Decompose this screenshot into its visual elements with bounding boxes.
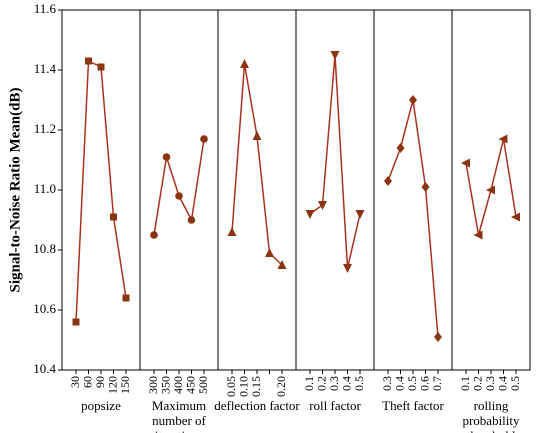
data-point [122, 294, 130, 302]
y-tick-label: 10.4 [33, 361, 56, 376]
series-line [153, 138, 205, 236]
data-point [486, 185, 495, 195]
y-tick-label: 10.8 [33, 241, 56, 256]
data-point [97, 63, 105, 71]
data-point [162, 153, 171, 161]
data-point [72, 318, 80, 326]
x-tick-label: 0.15 [249, 376, 263, 397]
x-tick-label: 0.4 [495, 376, 509, 391]
y-tick-label: 11.0 [34, 181, 56, 196]
x-tick-label: 0.20 [274, 376, 288, 397]
panel-frame [139, 9, 219, 371]
x-tick-label: 0.4 [339, 376, 353, 391]
y-tick-label: 10.6 [33, 301, 56, 316]
data-point [252, 131, 262, 140]
x-tick-label: 0.1 [458, 376, 472, 391]
data-point [330, 51, 340, 60]
x-tick-label: 0.4 [392, 376, 406, 391]
data-point [318, 201, 327, 210]
x-tick-label: 0.3 [483, 376, 497, 391]
data-point [150, 231, 158, 239]
y-tick-label: 11.6 [34, 1, 57, 16]
x-tick-label: 350 [158, 376, 172, 394]
x-tick-label: 500 [196, 376, 210, 394]
x-tick-label: 0.3 [327, 376, 341, 391]
y-tick-label: 11.2 [34, 121, 56, 136]
x-tick-label: 0.1 [302, 376, 316, 391]
data-point [200, 135, 208, 143]
data-point [343, 264, 352, 273]
x-tick-label: 300 [146, 376, 160, 394]
x-tick-label: 150 [118, 376, 132, 394]
data-point [227, 227, 237, 236]
x-axis-label: deflection factor [214, 398, 300, 413]
data-point [110, 213, 117, 221]
data-point [396, 143, 405, 153]
panel-frame [217, 9, 297, 371]
data-point [461, 158, 470, 168]
data-point [473, 230, 483, 240]
x-tick-label: 400 [171, 376, 185, 394]
y-axis-label: Signal-to-Noise Ratio Mean(dB) [7, 88, 23, 293]
y-tick-label: 11.4 [34, 61, 57, 76]
data-point [305, 210, 315, 219]
data-point [384, 176, 392, 186]
data-point [187, 216, 196, 224]
x-tick-label: 0.2 [470, 376, 484, 391]
data-point [355, 210, 365, 219]
series-line [231, 63, 283, 266]
x-tick-label: 0.5 [405, 376, 419, 391]
x-axis-label: Theft factor [382, 398, 444, 413]
x-tick-label: 0.6 [417, 376, 431, 391]
x-tick-label: 60 [80, 376, 94, 388]
x-tick-label: 0.2 [314, 376, 328, 391]
x-tick-label: 0.10 [236, 376, 250, 397]
panel-frame [373, 9, 453, 371]
data-point [85, 57, 92, 65]
x-tick-label: 0.5 [352, 376, 366, 391]
x-tick-label: 120 [105, 376, 119, 394]
data-point [175, 192, 183, 200]
data-point [434, 332, 442, 342]
x-tick-label: 90 [93, 376, 107, 388]
x-axis-label: rolling probability threshold [462, 398, 520, 433]
data-point [240, 59, 249, 68]
data-point [265, 248, 274, 257]
series-line [465, 138, 517, 236]
data-point [409, 95, 417, 105]
series-line [309, 54, 361, 269]
x-tick-label: 0.7 [430, 376, 444, 391]
x-axis-label: Maximum number of iterations [151, 398, 207, 433]
x-axis-label: roll factor [309, 398, 361, 413]
data-point [498, 134, 508, 144]
x-axis-label: popsize [81, 398, 121, 413]
x-tick-label: 0.05 [224, 376, 238, 397]
x-tick-label: 0.5 [508, 376, 522, 391]
data-point [511, 212, 520, 222]
x-tick-label: 0.3 [380, 376, 394, 391]
series-line [75, 59, 127, 323]
x-tick-label: 30 [68, 376, 82, 388]
data-point [277, 260, 287, 269]
x-tick-label: 450 [183, 376, 197, 394]
data-point [421, 182, 430, 192]
series-line [387, 99, 439, 338]
